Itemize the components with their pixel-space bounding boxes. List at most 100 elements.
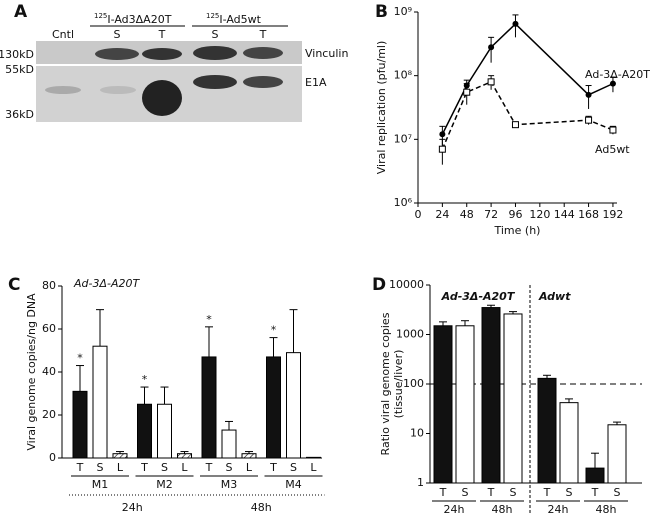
y-axis-label: (tissue/liver)	[392, 350, 405, 419]
x-tick-label: S	[462, 486, 469, 499]
bar	[559, 402, 579, 484]
x-tick-label: T	[439, 486, 447, 499]
x-tick-label: T	[591, 486, 599, 499]
panel-label: B	[375, 2, 388, 22]
significance: *	[206, 313, 212, 326]
significance: *	[77, 352, 83, 365]
band	[100, 86, 136, 94]
x-tick-label: S	[566, 486, 573, 499]
bar	[221, 429, 237, 459]
band-label: E1A	[305, 76, 327, 89]
category-label: M3	[221, 478, 238, 491]
y-tick-label: 80	[42, 279, 56, 292]
category-label: 24h	[444, 503, 465, 515]
x-tick-label: T	[205, 461, 213, 474]
band	[142, 48, 182, 60]
x-tick-label: L	[310, 461, 317, 474]
y-axis-label: Viral replication (pfu/ml)	[375, 41, 388, 175]
category-label: M2	[156, 478, 173, 491]
group-label: Adwt	[538, 290, 571, 303]
x-tick-label: 48	[460, 208, 474, 221]
marker	[585, 91, 592, 98]
x-tick-label: S	[614, 486, 621, 499]
bar	[433, 325, 453, 484]
bar	[112, 453, 128, 459]
group-label: 125I-Ad3ΔA20T	[94, 12, 172, 26]
category-label: M1	[92, 478, 109, 491]
lane-label: S	[212, 28, 219, 41]
bar	[481, 307, 501, 484]
x-tick-label: 24	[435, 208, 449, 221]
group-label: 125I-Ad5wt	[206, 12, 262, 26]
y-tick-label: 10⁹	[394, 5, 412, 18]
bar	[241, 453, 257, 459]
x-tick-label: 168	[578, 208, 599, 221]
marker-label: 130kD	[0, 48, 34, 61]
bar	[201, 356, 217, 459]
category-label: 48h	[492, 503, 513, 515]
bar	[137, 403, 152, 459]
bar	[607, 424, 627, 484]
lane-label: S	[114, 28, 121, 41]
x-tick-label: S	[161, 461, 168, 474]
y-tick-label: 10	[410, 427, 424, 440]
lane-label: T	[259, 28, 267, 41]
x-tick-label: T	[76, 461, 84, 474]
x-tick-label: T	[487, 486, 495, 499]
band	[95, 48, 139, 60]
marker-label: 55kD	[5, 63, 34, 76]
panel-label: C	[8, 275, 20, 295]
category-label: 24h	[548, 503, 569, 515]
marker	[609, 80, 616, 87]
x-tick-label: 72	[484, 208, 498, 221]
y-tick-label: 100	[403, 377, 424, 390]
significance: *	[271, 324, 277, 337]
band	[243, 76, 283, 88]
band-label: Vinculin	[305, 47, 348, 60]
x-tick-label: S	[290, 461, 297, 474]
bar	[266, 356, 281, 459]
bar	[177, 453, 192, 459]
y-tick-label: 10000	[389, 278, 424, 291]
bar	[503, 313, 523, 484]
y-tick-label: 60	[42, 322, 56, 335]
panel-label: A	[14, 2, 28, 22]
y-tick-label: 1000	[396, 328, 424, 341]
band	[142, 80, 182, 116]
band	[193, 46, 237, 60]
lane-label: T	[158, 28, 166, 41]
y-tick-label: 0	[49, 451, 56, 464]
bar	[537, 377, 557, 484]
group-label: Ad-3Δ-A20T	[441, 290, 516, 303]
x-tick-label: L	[181, 461, 188, 474]
x-tick-label: 192	[602, 208, 623, 221]
marker-label: 36kD	[5, 108, 34, 121]
panel-label: D	[372, 275, 386, 295]
annotation: Ad-3Δ-A20T	[73, 277, 140, 290]
y-axis-label: Viral genome copies/ng DNA	[25, 293, 38, 451]
bar	[92, 345, 108, 459]
x-tick-label: S	[226, 461, 233, 474]
marker	[512, 20, 519, 27]
band	[45, 86, 81, 94]
series-line	[441, 22, 614, 135]
x-tick-label: T	[543, 486, 551, 499]
x-tick-label: 120	[529, 208, 550, 221]
x-tick-label: L	[246, 461, 253, 474]
bar	[286, 352, 301, 459]
bar	[157, 403, 172, 459]
y-tick-label: 20	[42, 408, 56, 421]
lane-label: Cntl	[52, 28, 74, 41]
marker	[609, 126, 617, 134]
group-label: 24h	[122, 501, 143, 514]
bar	[306, 456, 321, 459]
marker	[438, 145, 446, 153]
y-tick-label: 1	[417, 476, 424, 489]
series-label: Ad-3Δ-A20T	[585, 68, 650, 81]
x-tick-label: T	[269, 461, 277, 474]
x-axis-label: Time (h)	[494, 224, 541, 237]
y-tick-label: 10⁷	[394, 132, 412, 145]
x-tick-label: 96	[508, 208, 522, 221]
x-tick-label: T	[140, 461, 148, 474]
